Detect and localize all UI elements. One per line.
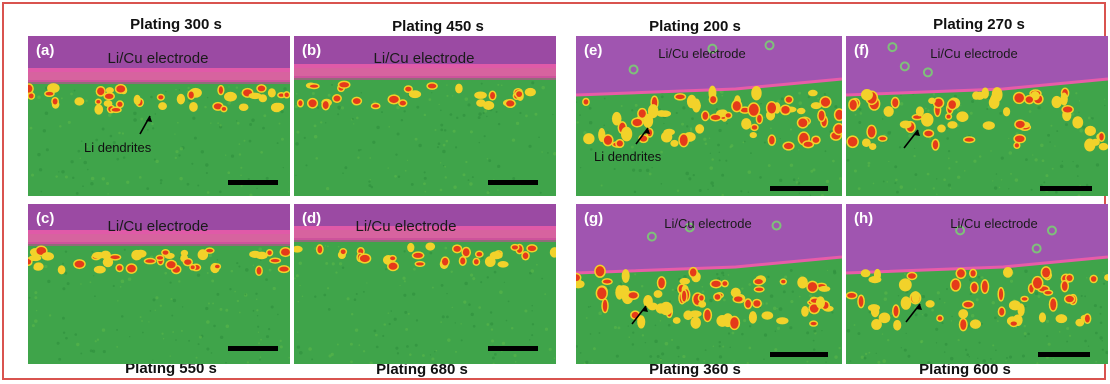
micrograph-h-image bbox=[846, 204, 1108, 364]
scale-bar-d bbox=[488, 346, 538, 351]
micrograph-a-image bbox=[28, 36, 290, 196]
panel-label-a: (a) bbox=[36, 42, 55, 59]
panel-label-e: (e) bbox=[584, 42, 603, 59]
micrograph-d-image bbox=[294, 204, 556, 364]
dendrite-label-e: Li dendrites bbox=[594, 149, 662, 164]
micrograph-panel-c: (c) Li/Cu electrode bbox=[28, 204, 290, 364]
electrode-label-f: Li/Cu electrode bbox=[930, 46, 1018, 61]
micrograph-f-image bbox=[846, 36, 1108, 196]
title-b: Plating 450 s bbox=[392, 18, 484, 35]
electrode-label-a: Li/Cu electrode bbox=[107, 50, 209, 67]
panel-label-h: (h) bbox=[854, 210, 874, 227]
title-a: Plating 300 s bbox=[130, 16, 222, 33]
title-e: Plating 200 s bbox=[649, 18, 741, 35]
electrode-label-b: Li/Cu electrode bbox=[373, 50, 475, 67]
panel-label-f: (f) bbox=[854, 42, 869, 59]
title-c: Plating 550 s bbox=[125, 360, 217, 377]
panel-label-g: (g) bbox=[584, 210, 604, 227]
scale-bar-b bbox=[488, 180, 538, 185]
scale-bar-f bbox=[1040, 186, 1092, 191]
electrode-label-h: Li/Cu electrode bbox=[950, 216, 1038, 231]
dendrite-label-a: Li dendrites bbox=[84, 140, 152, 155]
electrode-label-g: Li/Cu electrode bbox=[664, 216, 752, 231]
micrograph-c-image bbox=[28, 204, 290, 364]
micrograph-b-image bbox=[294, 36, 556, 196]
title-f: Plating 270 s bbox=[933, 16, 1025, 33]
scale-bar-h bbox=[1038, 352, 1090, 357]
micrograph-panel-a: (a) Li/Cu electrode Li dendrites bbox=[28, 36, 290, 196]
panel-label-b: (b) bbox=[302, 42, 322, 59]
micrograph-g-image bbox=[576, 204, 842, 364]
micrograph-panel-g: (g) Li/Cu electrode bbox=[576, 204, 842, 364]
micrograph-panel-d: (d) Li/Cu electrode bbox=[294, 204, 556, 364]
title-g: Plating 360 s bbox=[649, 361, 741, 378]
micrograph-panel-f: (f) Li/Cu electrode bbox=[846, 36, 1108, 196]
title-d: Plating 680 s bbox=[376, 361, 468, 378]
micrograph-e-image bbox=[576, 36, 842, 196]
scale-bar-g bbox=[770, 352, 828, 357]
electrode-label-d: Li/Cu electrode bbox=[355, 218, 457, 235]
micrograph-panel-b: (b) Li/Cu electrode bbox=[294, 36, 556, 196]
micrograph-panel-h: (h) Li/Cu electrode bbox=[846, 204, 1108, 364]
scale-bar-c bbox=[228, 346, 278, 351]
scale-bar-e bbox=[770, 186, 828, 191]
electrode-label-c: Li/Cu electrode bbox=[107, 218, 209, 235]
panel-label-d: (d) bbox=[302, 210, 322, 227]
title-h: Plating 600 s bbox=[919, 361, 1011, 378]
panel-label-c: (c) bbox=[36, 210, 55, 227]
scale-bar-a bbox=[228, 180, 278, 185]
micrograph-panel-e: (e) Li/Cu electrode Li dendrites bbox=[576, 36, 842, 196]
electrode-label-e: Li/Cu electrode bbox=[658, 46, 746, 61]
